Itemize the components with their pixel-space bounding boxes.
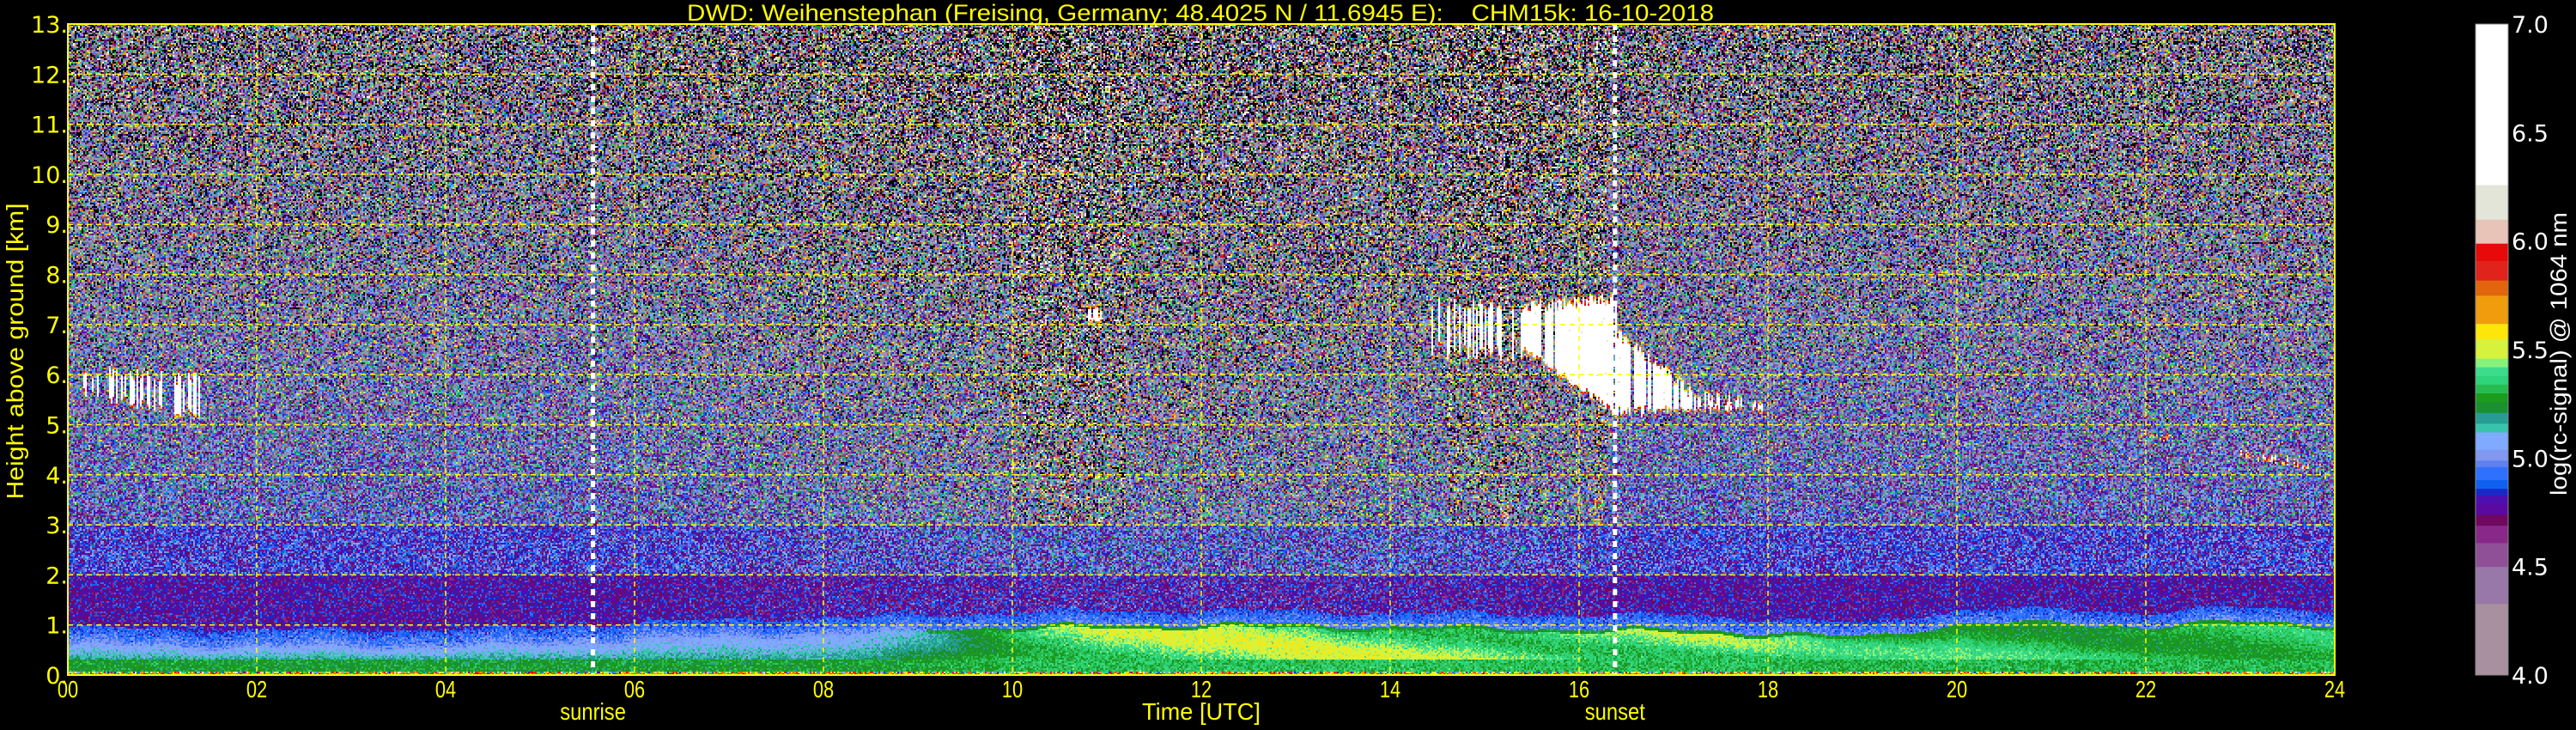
colorbar-level [2476,412,2508,424]
x-axis-label: Time [UTC] [1142,698,1261,725]
y-tick-label: 5. [46,412,68,439]
x-tick-label: 12 [1191,676,1212,703]
x-tick-label: 04 [435,676,456,703]
chart-title: DWD: Weihenstephan (Freising, Germany; 4… [687,0,1714,26]
x-tick-label: 00 [58,676,78,703]
y-tick-label: 11. [31,113,68,139]
colorbar-tick-label: 4.0 [2512,663,2549,690]
colorbar-tick-labels: 4.0 4.5 5.0 5.5 6.0 6.5 7.0 [2512,12,2549,690]
x-tick-label: 14 [1380,676,1400,703]
y-tick-label: 3. [46,513,68,539]
colorbar-level [2476,367,2508,376]
y-axis-label: Height above ground [km] [2,203,28,499]
colorbar-level [2476,488,2508,496]
y-tick-label: 2. [46,563,68,589]
colorbar-tick-label: 6.5 [2512,120,2549,147]
colorbar-level [2476,24,2508,186]
colorbar-level [2476,466,2508,481]
colorbar-tick-label: 4.5 [2512,555,2549,581]
colorbar-level [2476,184,2508,220]
sunrise-label: sunrise [560,697,626,725]
colorbar-level [2476,295,2508,325]
colorbar-level [2476,432,2508,450]
colorbar-level [2476,566,2508,605]
x-tick-label: 18 [1758,676,1778,703]
colorbar-level [2476,603,2508,676]
x-tick-label: 22 [2136,676,2156,703]
colorbar-level [2476,423,2508,433]
colorbar-level [2476,542,2508,568]
colorbar-level [2476,338,2508,359]
colorbar-level [2476,280,2508,296]
y-tick-label: 4. [46,463,68,490]
colorbar-tick-label: 5.5 [2512,338,2549,364]
y-tick-label: 10. [31,162,68,189]
x-tick-label: 06 [624,676,645,703]
x-tick-label: 02 [246,676,267,703]
y-tick-label: 6. [46,362,68,389]
x-tick-labels: 00 02 04 06 08 10 12 14 16 18 20 22 24 [58,676,2345,703]
x-tick-label: 24 [2324,676,2345,703]
x-tick-label: 08 [813,676,834,703]
colorbar-level [2476,260,2508,281]
colorbar-level [2476,219,2508,244]
colorbar-level [2476,449,2508,461]
colorbar-level [2476,479,2508,490]
colorbar-level [2476,375,2508,385]
colorbar-level [2476,459,2508,467]
x-tick-label: 10 [1002,676,1023,703]
colorbar-level [2476,358,2508,368]
colorbar-tick-label: 7.0 [2512,12,2549,39]
colorbar-level [2476,495,2508,504]
colorbar-level [2476,514,2508,526]
colorbar-level [2476,503,2508,515]
y-tick-label: 8. [46,263,68,289]
colorbar-level [2476,323,2508,339]
colorbar-level [2476,392,2508,403]
colorbar-level [2476,384,2508,394]
sun-lines: sunrise sunset [560,24,1646,725]
colorbar-level [2476,401,2508,413]
sunset-label: sunset [1585,697,1646,725]
y-tick-label: 1. [46,613,68,640]
y-tick-label: 12. [31,62,68,88]
x-tick-label: 20 [1947,676,1967,703]
colorbar-level [2476,525,2508,544]
plot-frame [67,23,2336,676]
y-tick-labels: 0. 1. 2. 3. 4. 5. 6. 7. 8. 9. 10. 11. 12. 13. [31,12,68,690]
x-tick-label: 16 [1569,676,1589,703]
grid-lines [68,24,2335,675]
colorbar-tick-label: 6.0 [2512,229,2549,256]
colorbar-level [2476,243,2508,261]
y-tick-label: 9. [46,212,68,239]
colorbar-frame [2475,23,2509,676]
colorbar-label: log(rc-signal) @ 1064 nm [2546,212,2572,496]
colorbar-tick-label: 5.0 [2512,446,2549,472]
colorbar [2476,24,2508,676]
y-tick-label: 13. [31,12,68,39]
y-tick-label: 0. [46,663,68,690]
y-tick-label: 7. [46,313,68,339]
